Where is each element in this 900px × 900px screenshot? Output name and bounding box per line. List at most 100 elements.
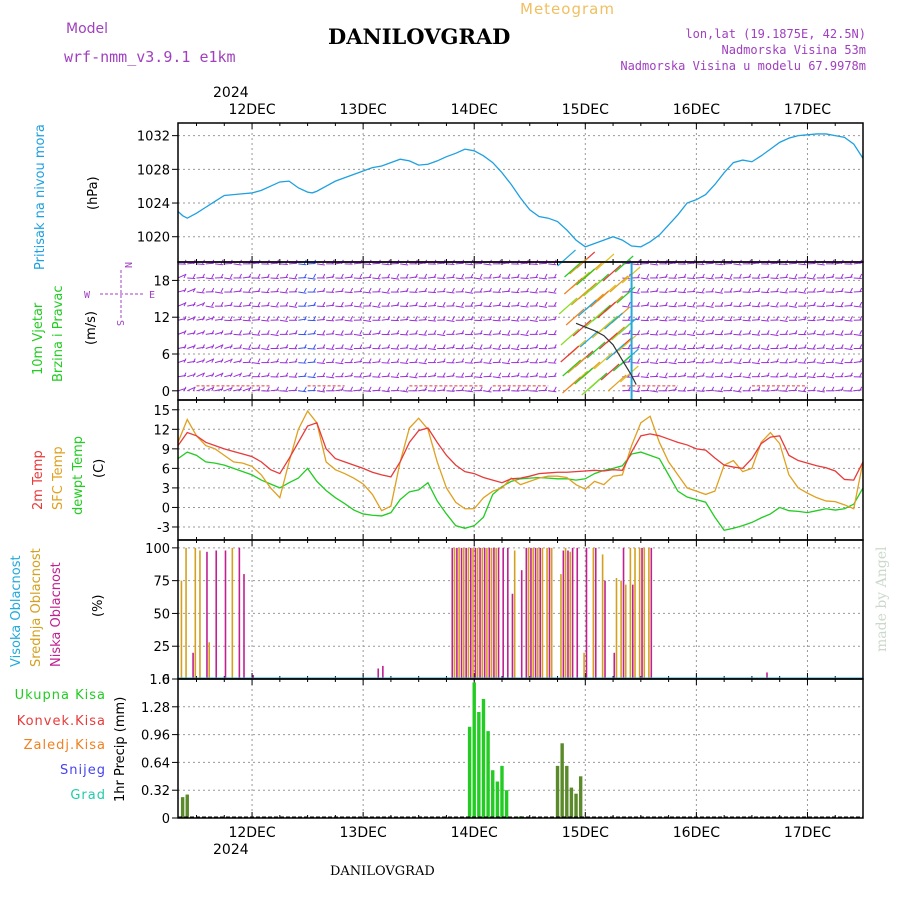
barb-flag [461,330,465,335]
wind-barb [724,316,733,322]
barb-flag [757,273,761,279]
barb-flag [442,316,446,321]
barb-flag [294,273,298,279]
barb-flag [544,372,548,377]
precip-bar [477,712,481,818]
barb-shaft [650,390,659,393]
wind-barb [761,344,770,351]
y-tick-label: 1020 [137,231,170,246]
wind-barb [844,316,853,322]
barb-flag [794,301,798,307]
barb-shaft [298,291,307,294]
barb-shaft [224,387,233,392]
wind-barb [677,344,687,351]
barb-shaft [687,277,696,280]
barb-shaft [677,347,686,351]
barb-flag [831,386,835,392]
barb-flag [544,386,548,392]
barb-flag [757,358,761,363]
barb-flag [729,358,733,363]
barb-flag [637,344,641,349]
barb-flag [627,358,631,363]
day-label-bottom: 14DEC [451,825,498,841]
barb-flag [359,330,363,335]
barb-flag [489,344,492,349]
precip-legend-conv: Konvek.Kisa [17,714,106,729]
barb-shaft [252,305,261,308]
barb-flag [720,372,724,377]
barb-flag [229,301,233,307]
y-tick-label: 100 [145,542,170,557]
barb-flag [720,358,724,363]
barb-flag [544,358,548,363]
barb-shaft [363,263,372,265]
storm-streak [574,367,594,385]
barb-flag [322,316,326,321]
wind-barb [316,344,326,349]
storm-streak [572,319,592,337]
barb-flag [646,372,650,377]
wind-barb [316,330,326,336]
barb-flag [257,330,261,335]
barb-shaft [298,390,307,393]
wind-barb [242,344,252,350]
barb-flag [775,344,779,349]
barb-flag [414,344,418,349]
barb-flag [498,301,502,307]
barb-flag [535,273,539,279]
barb-flag [664,386,668,392]
wind-barb [372,301,381,308]
wind-barb [677,316,687,322]
barb-flag [489,330,492,335]
wind-barb [761,386,770,392]
wind-barb [825,330,835,335]
wind-barb [298,386,307,393]
wind-barb [668,372,678,378]
wind-barb [326,273,335,279]
barb-flag [785,316,789,321]
barb-flag [646,344,650,349]
barb-flag [775,358,779,363]
wind-barb [816,330,826,336]
wind-barb [289,301,298,308]
barb-flag [387,273,391,279]
barb-flag [451,330,455,335]
barb-flag [850,330,853,335]
wind-barb [538,344,548,350]
precip-bar [555,765,560,818]
barb-shaft [279,390,288,392]
wind-barb [270,372,280,378]
wind-barb [400,301,409,307]
barb-flag [729,273,733,279]
wind-barb [677,301,687,307]
y-tick-label: 1.28 [141,701,170,716]
wind-barb [733,358,742,364]
barb-shaft [724,376,733,379]
barb-flag [785,344,789,349]
wind-barb [668,287,678,293]
barb-flag [414,316,418,321]
barb-flag [405,344,409,349]
wind-barb [251,330,261,336]
barb-flag [424,372,428,377]
barb-flag [822,344,826,349]
panels: 1020102410281032061218-30369121502550751… [137,102,864,841]
wind-barb [816,287,826,293]
wind-barb [770,344,779,349]
wind-barb [372,316,381,321]
barb-flag [313,358,317,363]
wind-barb [224,330,233,335]
barb-flag [729,330,733,335]
wind-barb [335,372,344,378]
wind-barb [427,372,437,378]
wind-barb [529,344,539,349]
wind-barb [335,386,344,392]
wind-barb [761,372,770,378]
barb-flag [479,301,483,307]
barb-shaft [177,273,187,279]
barb-flag [544,301,548,307]
barb-flag [655,273,659,279]
barb-shaft [270,333,279,337]
day-label-top: 13DEC [340,102,387,118]
wind-barb [529,358,539,364]
